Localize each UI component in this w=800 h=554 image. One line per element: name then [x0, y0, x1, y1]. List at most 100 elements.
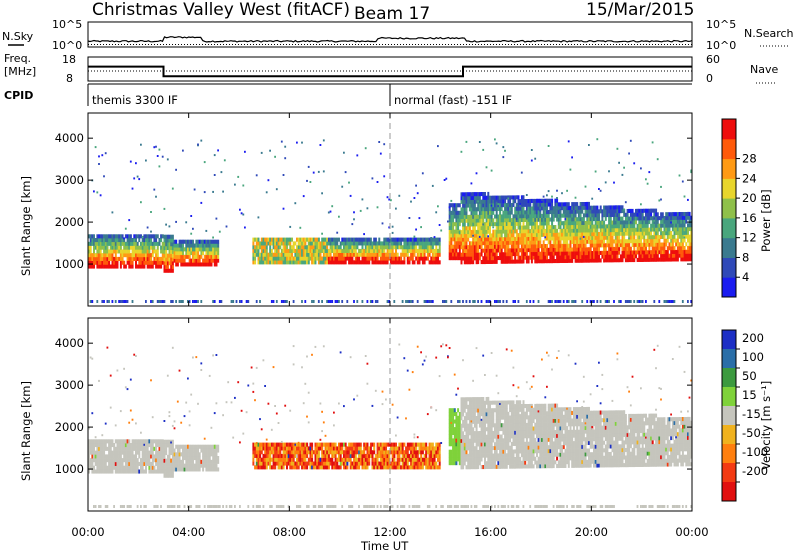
range-gate-cell: [129, 458, 132, 463]
range-gate-cell: [567, 206, 570, 211]
noise-tick-high: 10^5: [52, 18, 82, 31]
range-gate-cell: [495, 206, 498, 211]
range-gate-cell: [554, 240, 557, 245]
range-gate-cell: [527, 255, 530, 260]
range-gate-cell: [588, 201, 590, 206]
range-gate-cell: [478, 233, 481, 238]
range-gate-cell: [319, 442, 322, 447]
range-gate-cell: [119, 410, 122, 413]
range-gate-cell: [151, 439, 154, 444]
range-gate-cell: [640, 167, 642, 170]
range-gate-cell: [187, 456, 189, 461]
range-gate-cell: [561, 213, 564, 218]
range-gate-cell: [208, 374, 211, 377]
range-gate-cell: [193, 188, 196, 191]
range-gate-cell: [596, 232, 599, 237]
range-gate-cell: [599, 239, 602, 244]
range-gate-cell: [348, 241, 351, 246]
range-gate-cell: [126, 260, 129, 265]
range-gate-cell: [579, 213, 582, 218]
range-gate-cell: [564, 218, 567, 221]
range-gate-cell: [296, 465, 298, 470]
range-gate-cell: [182, 247, 184, 252]
range-gate-cell: [99, 458, 102, 463]
range-gate-cell: [633, 231, 636, 236]
range-gate-cell: [210, 239, 213, 244]
range-gate-cell: [475, 218, 478, 223]
range-gate-cell: [584, 232, 587, 237]
range-gate-cell: [572, 209, 575, 214]
range-gate-cell: [312, 241, 315, 246]
range-gate-cell: [140, 260, 142, 265]
range-gate-cell: [364, 256, 367, 261]
range-gate-cell: [207, 467, 210, 472]
range-gate-cell: [557, 243, 560, 248]
range-gate-cell: [504, 259, 507, 264]
range-gate-cell: [504, 237, 507, 242]
range-gate-cell: [457, 300, 459, 303]
range-gate-cell: [472, 245, 475, 250]
range-gate-cell: [280, 140, 283, 143]
range-gate-cell: [148, 264, 151, 269]
range-gate-cell: [423, 260, 426, 265]
range-gate-cell: [202, 243, 205, 248]
range-gate-cell: [584, 224, 587, 229]
range-gate-cell: [188, 505, 191, 508]
range-gate-cell: [275, 256, 278, 261]
range-gate-cell: [418, 248, 421, 253]
range-gate-cell: [104, 454, 107, 459]
range-gate-cell: [282, 245, 285, 250]
range-gate-cell: [343, 151, 345, 154]
range-gate-cell: [448, 207, 451, 212]
range-gate-cell: [343, 248, 345, 253]
range-gate-cell: [301, 248, 304, 253]
range-gate-cell: [485, 214, 488, 219]
range-gate-cell: [631, 227, 634, 232]
range-gate-cell: [561, 251, 564, 256]
range-gate-cell: [292, 465, 295, 470]
range-gate-cell: [126, 439, 129, 444]
range-gate-cell: [524, 236, 527, 241]
range-gate-cell: [557, 206, 560, 211]
range-gate-cell: [124, 249, 127, 254]
range-gate-cell: [180, 247, 183, 252]
range-gate-cell: [180, 258, 183, 263]
range-gate-cell: [572, 224, 575, 229]
range-gate-cell: [269, 252, 272, 257]
range-gate-cell: [135, 450, 137, 455]
range-gate-cell: [650, 257, 653, 262]
range-gate-cell: [257, 260, 260, 265]
range-gate-cell: [113, 446, 116, 451]
range-gate-cell: [465, 140, 468, 143]
range-gate-cell: [584, 251, 587, 256]
range-gate-cell: [185, 456, 188, 461]
range-gate-cell: [264, 252, 267, 257]
range-gate-cell: [525, 202, 528, 207]
range-gate-cell: [671, 219, 674, 224]
range-gate-cell: [603, 243, 606, 248]
range-gate-cell: [148, 253, 151, 258]
colorbar-swatch: [722, 138, 736, 160]
range-gate-cell: [182, 444, 184, 449]
range-gate-cell: [203, 262, 206, 267]
range-gate-cell: [272, 457, 275, 462]
range-gate-cell: [472, 300, 474, 303]
range-gate-cell: [532, 248, 535, 253]
range-gate-cell: [153, 446, 156, 451]
range-gate-cell: [153, 238, 156, 243]
range-gate-cell: [514, 248, 517, 253]
range-gate-cell: [94, 238, 97, 243]
range-gate-cell: [129, 443, 132, 448]
range-gate-cell: [606, 254, 609, 259]
range-gate-cell: [495, 240, 498, 245]
range-gate-cell: [566, 224, 569, 229]
range-gate-cell: [463, 214, 466, 219]
range-gate-cell: [549, 202, 552, 207]
range-gate-cell: [628, 235, 631, 240]
range-gate-cell: [638, 254, 641, 259]
range-gate-cell: [334, 300, 337, 303]
range-gate-cell: [537, 198, 540, 203]
range-gate-cell: [146, 461, 149, 466]
range-gate-cell: [279, 465, 282, 470]
range-gate-cell: [301, 241, 304, 246]
